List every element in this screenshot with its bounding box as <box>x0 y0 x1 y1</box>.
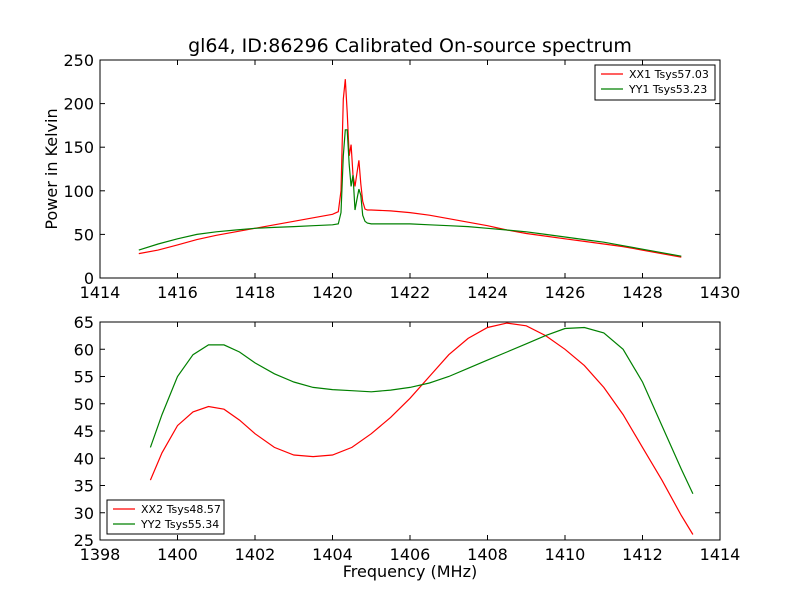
x-axis-label: Frequency (MHz) <box>343 562 477 581</box>
x-tick-label: 1426 <box>545 283 586 302</box>
x-tick-label: 1418 <box>235 283 276 302</box>
series-line-yy <box>138 129 682 257</box>
y-axis-label: Power in Kelvin <box>42 108 61 229</box>
y-tick-label: 45 <box>74 422 94 441</box>
y-tick-label: 50 <box>74 225 94 244</box>
y-tick-label: 55 <box>74 368 94 387</box>
x-tick-label: 1406 <box>390 545 431 564</box>
y-tick-label: 150 <box>63 138 94 157</box>
x-tick-label: 1404 <box>312 545 353 564</box>
legend: XX1 Tsys57.03 YY1 Tsys53.23 <box>594 64 716 101</box>
legend-box <box>594 64 716 101</box>
legend-box <box>106 499 225 535</box>
x-tick-label: 1422 <box>390 283 431 302</box>
legend-label: YY1 Tsys53.23 <box>628 83 707 96</box>
y-tick-label: 30 <box>74 504 94 523</box>
x-tick-label: 1416 <box>157 283 198 302</box>
x-tick-label: 1424 <box>467 283 508 302</box>
x-tick-label: 1414 <box>700 545 741 564</box>
legend-label: YY2 Tsys55.34 <box>140 518 219 531</box>
legend: XX2 Tsys48.57 YY2 Tsys55.34 <box>106 499 225 535</box>
x-tick-label: 1412 <box>622 545 663 564</box>
x-tick-label: 1408 <box>467 545 508 564</box>
series-line-yy <box>149 326 694 494</box>
y-tick-label: 250 <box>63 51 94 70</box>
y-tick-label: 25 <box>74 531 94 550</box>
y-tick-label: 40 <box>74 449 94 468</box>
y-tick-label: 100 <box>63 182 94 201</box>
y-tick-label: 50 <box>74 395 94 414</box>
legend-label: XX1 Tsys57.03 <box>629 68 709 81</box>
x-tick-label: 1430 <box>700 283 741 302</box>
x-tick-label: 1402 <box>235 545 276 564</box>
chart-title: gl64, ID:86296 Calibrated On-source spec… <box>188 35 632 57</box>
x-tick-label: 1410 <box>545 545 586 564</box>
legend-label: XX2 Tsys48.57 <box>141 503 221 516</box>
top-panel: 1414 1416 1418 1420 1422 1424 1426 1428 1430 0 50 1… <box>42 51 740 302</box>
series-line-xx <box>149 322 694 535</box>
x-tick-label: 1398 <box>80 545 121 564</box>
y-tick-label: 65 <box>74 313 94 332</box>
x-tick-label: 1420 <box>312 283 353 302</box>
x-tick-label: 1400 <box>157 545 198 564</box>
x-tick-label: 1414 <box>80 283 121 302</box>
y-tick-label: 0 <box>84 269 94 288</box>
x-tick-label: 1428 <box>622 283 663 302</box>
y-tick-label: 35 <box>74 477 94 496</box>
y-tick-label: 60 <box>74 340 94 359</box>
y-tick-label: 200 <box>63 95 94 114</box>
bottom-panel: 1398 1400 1402 1404 1406 1408 1410 1412 1414 25 30… <box>74 313 741 581</box>
series-line-xx <box>138 79 682 258</box>
